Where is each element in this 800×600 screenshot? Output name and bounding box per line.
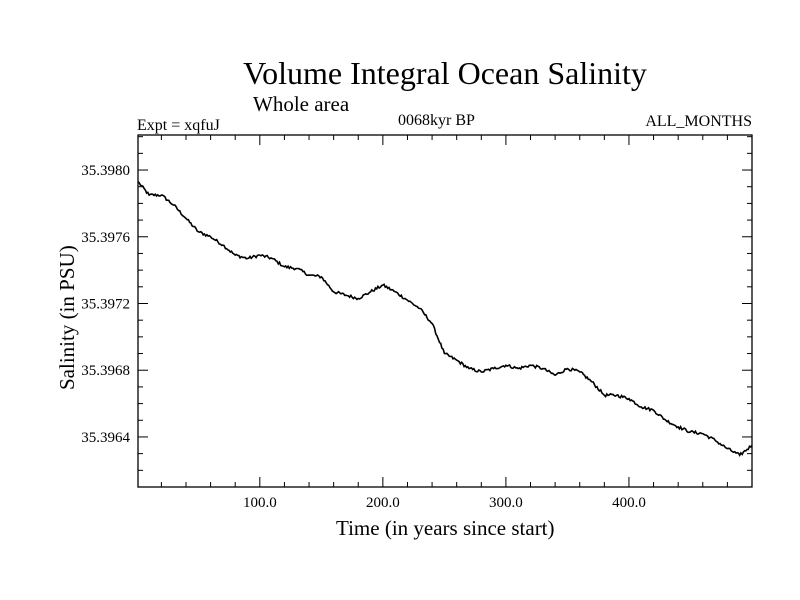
y-tick-label: 35.3976 [81,230,130,246]
plot-frame [137,134,753,488]
months-label: ALL_MONTHS [645,113,752,130]
major-ticks [138,135,752,487]
chart-subtitle: Whole area [253,92,350,116]
minor-ticks [138,135,752,488]
period-label: 0068kyr BP [398,112,475,129]
x-tick-label: 200.0 [366,495,400,511]
y-tick-label: 35.3972 [81,296,130,312]
y-tick-label: 35.3964 [81,430,130,446]
x-axis-label: Time (in years since start) [336,516,555,540]
y-tick-label: 35.3968 [81,363,130,379]
chart-title: Volume Integral Ocean Salinity [243,55,647,91]
x-tick-label: 100.0 [243,495,277,511]
x-tick-label: 400.0 [612,495,646,511]
y-tick-label: 35.3980 [81,163,130,179]
tick-labels: 100.0 200.0 300.0 400.0 35.3964 35.3968 35.397… [81,163,646,511]
salinity-series-line [137,181,753,457]
experiment-label: Expt = xqfuJ [137,117,220,134]
x-tick-label: 300.0 [489,495,523,511]
